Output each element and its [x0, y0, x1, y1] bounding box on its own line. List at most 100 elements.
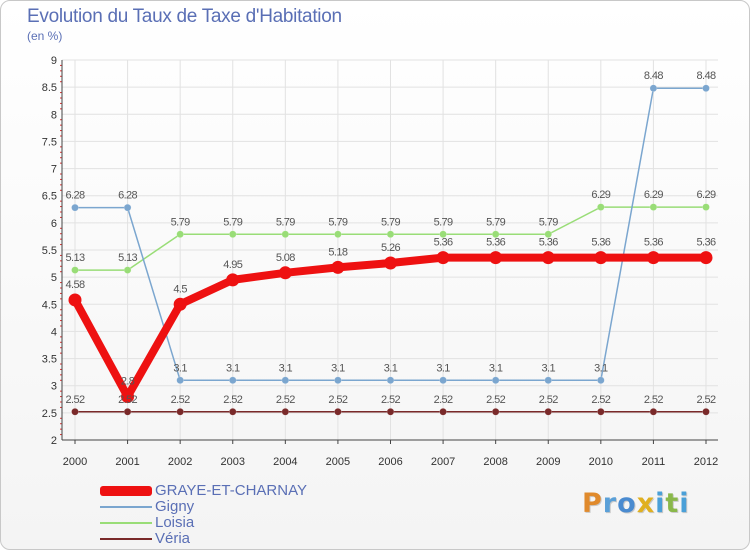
- data-point: [544, 408, 552, 416]
- logo-letter: t: [665, 488, 680, 519]
- data-point: [226, 273, 240, 287]
- data-point: [229, 408, 237, 416]
- y-minor-tick: [60, 211, 62, 213]
- data-point: [544, 230, 552, 239]
- y-tick-label: 4.5: [42, 299, 57, 311]
- data-point: [281, 408, 290, 416]
- y-tick-label: 5: [51, 272, 57, 284]
- x-tick-label: 2008: [483, 456, 507, 468]
- data-point: [541, 251, 555, 265]
- y-minor-tick: [60, 200, 62, 202]
- data-point: [702, 84, 710, 92]
- legend-swatch: [100, 506, 152, 508]
- logo-letter: P: [582, 488, 603, 519]
- y-minor-tick: [60, 401, 62, 403]
- y-minor-tick: [60, 265, 62, 267]
- data-label: 5.79: [328, 216, 347, 228]
- data-point: [173, 297, 187, 311]
- data-label: 5.79: [171, 216, 190, 228]
- data-label: 3.1: [173, 362, 187, 374]
- data-point: [334, 230, 342, 239]
- data-point: [176, 376, 184, 385]
- data-point: [439, 230, 447, 239]
- data-point: [649, 84, 658, 92]
- data-label: 2.52: [328, 394, 347, 406]
- data-label: 5.08: [276, 252, 295, 264]
- y-minor-tick: [60, 216, 62, 218]
- y-minor-tick: [60, 271, 62, 273]
- data-point: [386, 230, 395, 239]
- data-label: 6.28: [65, 190, 84, 202]
- data-label: 5.13: [118, 252, 137, 264]
- x-tick-label: 2002: [168, 456, 192, 468]
- legend-swatch: [100, 486, 152, 496]
- y-minor-tick: [60, 368, 62, 370]
- y-tick-label: 8: [51, 109, 57, 121]
- legend-label: Loisia: [155, 514, 195, 531]
- logo-letter: o: [617, 488, 637, 519]
- x-tick-label: 2012: [694, 456, 718, 468]
- y-minor-tick: [60, 352, 62, 354]
- data-label: 6.29: [696, 189, 715, 201]
- y-minor-tick: [60, 298, 62, 300]
- data-point: [281, 230, 290, 239]
- y-minor-tick: [60, 102, 62, 104]
- data-point: [71, 203, 79, 212]
- y-tick-label: 6.5: [42, 191, 57, 203]
- y-minor-tick: [60, 287, 62, 289]
- series-loisia: [71, 203, 710, 274]
- data-label: 2.8: [121, 376, 135, 388]
- data-label: 3.1: [384, 362, 398, 374]
- data-label: 8.48: [696, 70, 715, 82]
- data-label: 4.5: [173, 283, 187, 295]
- grid: [62, 59, 718, 441]
- series-gigny: [71, 84, 710, 385]
- data-label: 5.36: [434, 237, 453, 249]
- data-label: 5.36: [644, 237, 663, 249]
- data-point: [646, 251, 660, 265]
- x-tick-label: 2000: [63, 456, 87, 468]
- data-point: [597, 203, 605, 211]
- data-point: [489, 251, 503, 265]
- legend-swatch: [100, 522, 152, 524]
- data-label: 4.95: [223, 259, 242, 271]
- data-point: [491, 376, 500, 385]
- y-minor-tick: [60, 428, 62, 430]
- data-label: 5.26: [381, 242, 400, 254]
- y-minor-tick: [60, 292, 62, 294]
- data-label: 2.52: [171, 394, 190, 406]
- x-tick-label: 2004: [273, 456, 297, 468]
- data-label: 2.52: [118, 394, 137, 406]
- logo-letter: i: [655, 488, 666, 519]
- data-label: 5.13: [65, 252, 84, 264]
- y-minor-tick: [60, 108, 62, 110]
- y-minor-tick: [60, 374, 62, 376]
- data-label: 2.52: [644, 394, 663, 406]
- data-label: 2.52: [434, 394, 453, 406]
- data-point: [176, 230, 184, 239]
- data-point: [281, 376, 290, 385]
- x-tick-label: 2009: [536, 456, 560, 468]
- data-point: [68, 293, 82, 307]
- data-point: [597, 376, 605, 385]
- data-point: [491, 230, 500, 239]
- data-point: [71, 408, 79, 416]
- y-minor-tick: [60, 81, 62, 83]
- data-labels: 2.52 2.52 2.52 2.52 2.52 2.52 2.52 2.52 2.52 2.52…: [65, 70, 716, 406]
- y-minor-tick: [60, 363, 62, 365]
- series-group: [68, 84, 713, 416]
- data-point: [384, 256, 397, 270]
- y-minor-tick: [60, 396, 62, 398]
- data-point: [176, 408, 184, 416]
- y-tick-label: 3: [51, 381, 57, 393]
- y-minor-tick: [60, 97, 62, 99]
- data-point: [439, 408, 447, 416]
- y-minor-tick: [60, 347, 62, 349]
- data-label: 3.1: [331, 362, 345, 374]
- data-label: 2.52: [381, 394, 400, 406]
- y-minor-tick: [60, 434, 62, 436]
- series-v-ria: [71, 408, 710, 416]
- y-minor-tick: [60, 162, 62, 164]
- y-minor-tick: [60, 178, 62, 180]
